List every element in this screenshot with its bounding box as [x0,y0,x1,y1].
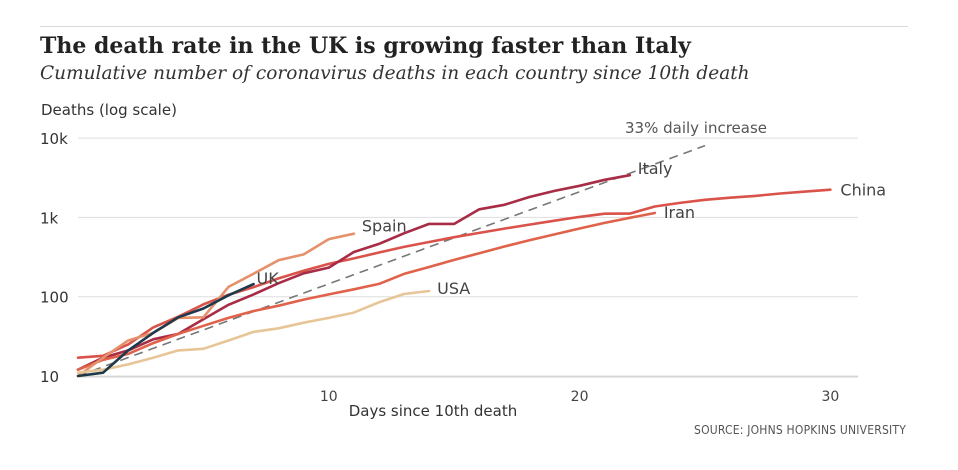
series-line-uk [76,282,255,378]
reference-layer [77,144,706,377]
y-tick-label: 1k [40,209,59,227]
reference-line-label: 33% daily increase [625,119,767,137]
series-label-spain: Spain [362,217,407,236]
top-rule [40,26,908,27]
series-line-china [76,188,832,359]
x-tick-label: 10 [320,389,338,405]
label-layer: 33% daily increase China Italy Iran Spain USA… [257,119,887,298]
y-tick-label: 100 [40,289,69,307]
chart-title: The death rate in the UK is growing fast… [40,33,691,59]
y-tick-label: 10k [40,130,68,148]
x-axis-label: Days since 10th death [349,402,518,420]
grid-layer: 10 100 1k 10k 10 20 30 [40,130,858,405]
x-tick-label: 20 [571,389,589,405]
series-label-usa: USA [437,279,470,298]
x-tick-label: 30 [821,389,839,405]
source-note: SOURCE: JOHNS HOPKINS UNIVERSITY [694,423,906,437]
series-label-china: China [840,181,886,200]
y-axis-label: Deaths (log scale) [41,101,177,119]
series-layer [76,173,832,378]
series-line-iran [76,211,657,371]
chart-subtitle: Cumulative number of coronavirus deaths … [40,63,750,84]
series-label-iran: Iran [664,203,695,222]
series-label-uk: UK [257,269,280,288]
reference-line [77,144,706,377]
series-label-italy: Italy [638,159,673,178]
y-tick-label: 10 [40,368,59,386]
series-line-usa [76,289,431,374]
